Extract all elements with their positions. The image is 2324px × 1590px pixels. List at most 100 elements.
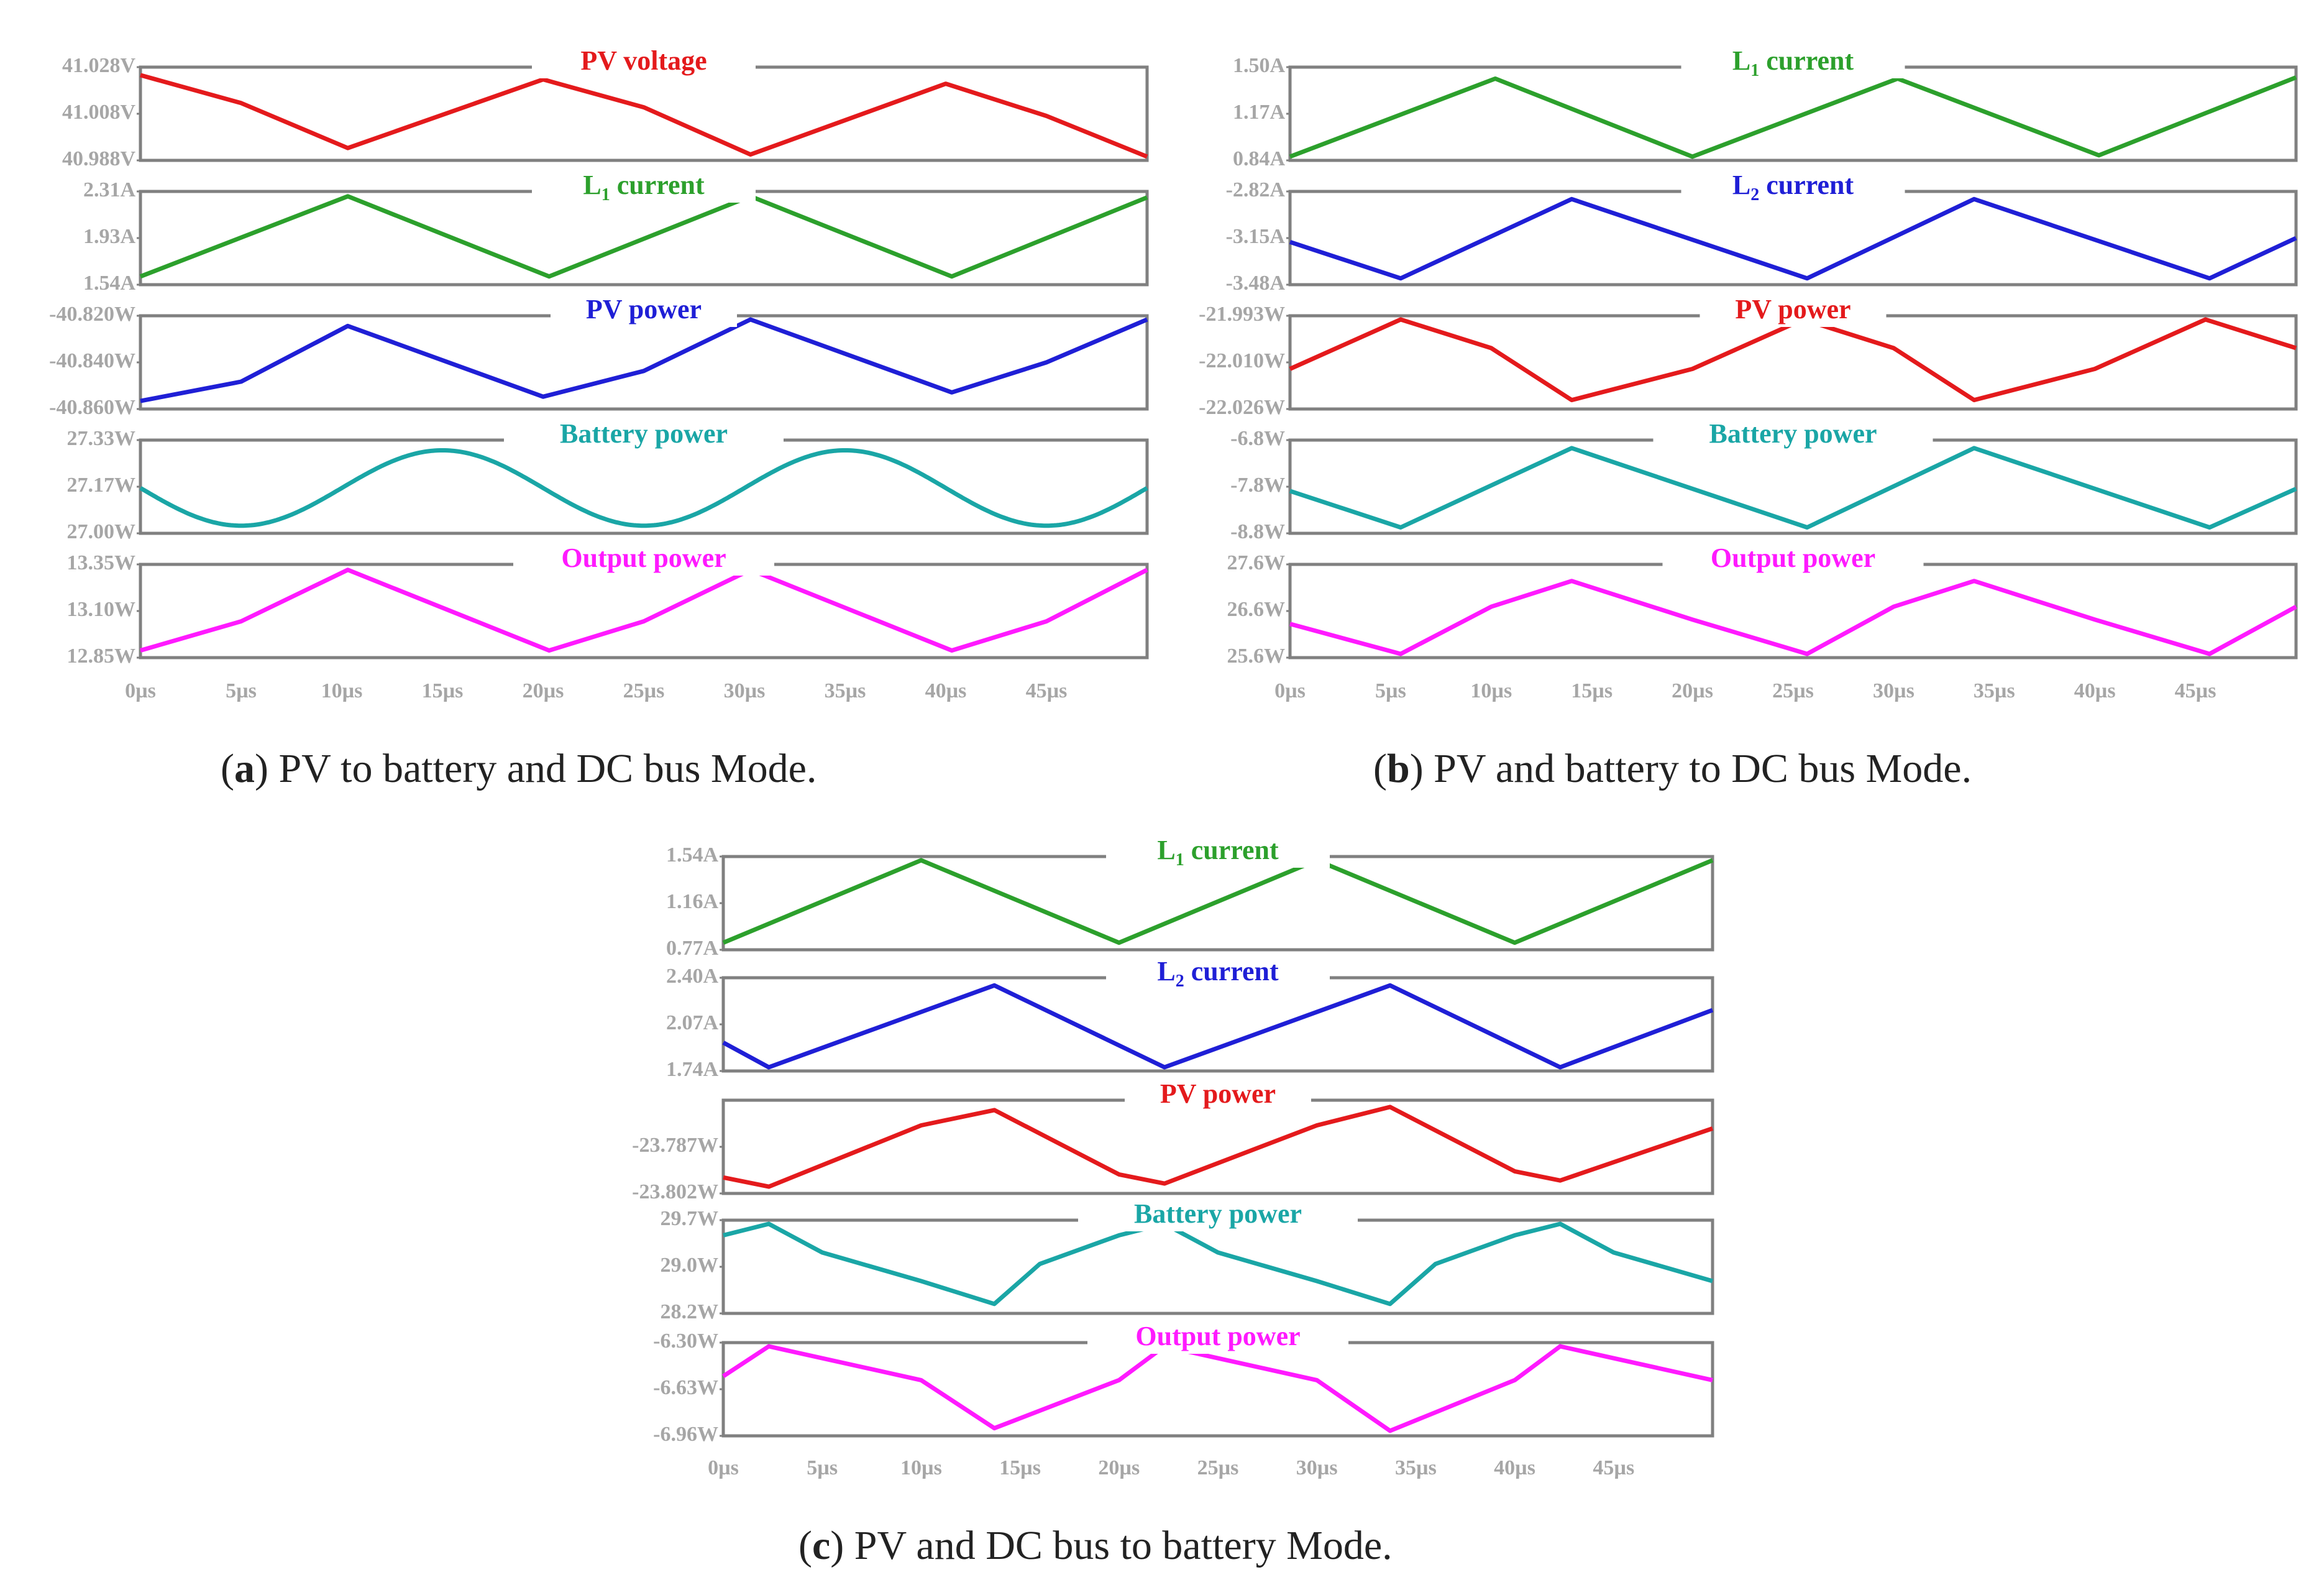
y-tick-label: 2.07A [666,1011,719,1034]
plot-frame [1290,440,2296,533]
x-tick-label: 5µs [807,1456,838,1479]
y-tick-label: 2.31A [83,178,136,201]
y-tick-label: -40.860W [49,396,135,419]
x-tick-label: 40µs [925,679,967,702]
panel-c-4: 29.7W 29.0W 28.2W Battery power [661,1198,1713,1323]
series-line [1290,199,2296,278]
panel-title: L1 current [1157,835,1279,870]
series-line [723,1107,1713,1187]
series-line [140,196,1147,277]
x-tick-label: 5µs [226,679,257,702]
panel-c-2: 2.40A 2.07A 1.74A L2 current [666,956,1713,1081]
panel-a-2: 2.31A 1.93A 1.54A L1 current [83,170,1147,295]
plot-frame [1290,564,2296,658]
y-tick-label: 2.40A [666,965,719,988]
x-tick-label: 35µs [825,679,866,702]
panel-b-3: -21.993W-22.010W-22.026WPV power [1199,294,2296,419]
y-tick-label: -6.63W [653,1376,718,1399]
x-tick-label: 30µs [724,679,766,702]
plot-frame [1290,191,2296,285]
panel-a-5: 13.35W13.10W12.85WOutput power [67,543,1148,668]
panel-title: PV voltage [580,45,707,76]
panel-c-5: -6.30W-6.63W-6.96WOutput power [653,1321,1713,1446]
series-line [723,1346,1713,1431]
y-tick-label: 40.988V [62,147,136,170]
x-tick-label: 30µs [1296,1456,1338,1479]
figure: 41.028V41.008V40.988VPV voltage2.31A1.93… [0,0,2324,1590]
x-tick-label: 25µs [1197,1456,1239,1479]
plot-frame [140,440,1147,533]
plot-frame [140,67,1147,160]
x-tick-label: 45µs [1026,679,1068,702]
y-tick-label: 29.7W [661,1207,719,1230]
y-tick-label: -6.8W [1230,427,1285,450]
panel-title: Output power [1711,543,1875,573]
x-tick-label: 40µs [2074,679,2116,702]
panel-b-5: 27.6W 26.6W 25.6W Output power [1227,543,2297,668]
x-tick-label: 10µs [900,1456,942,1479]
y-tick-label: -22.026W [1199,396,1285,419]
panel-title: Battery power [560,418,728,449]
y-tick-label: 0.84A [1233,147,1286,170]
chart-a: 41.028V41.008V40.988VPV voltage2.31A1.93… [49,45,1147,791]
x-tick-label: 0µs [708,1456,739,1479]
x-tick-label: 20µs [1098,1456,1140,1479]
series-line [1290,448,2296,528]
panel-title: PV power [1160,1078,1276,1109]
x-tick-label: 35µs [1395,1456,1437,1479]
y-tick-label: -3.15A [1226,225,1286,248]
panel-title: L1 current [583,170,705,204]
chart-c: 1.54A 1.16A 0.77A L1 current 2.40A 2.07A 1.74A… [632,835,1713,1568]
y-tick-label: 1.74A [666,1058,719,1081]
plot-frame [1290,316,2296,409]
x-tick-label: 15µs [1571,679,1613,702]
y-tick-label: 1.54A [83,272,136,295]
panel-c-3: -23.787W -23.802W PV power [632,1078,1713,1203]
y-tick-label: 27.00W [67,520,136,543]
y-tick-label: 1.54A [666,843,719,866]
series-line [1290,581,2296,654]
panel-title: Battery power [1134,1198,1302,1229]
y-tick-label: 1.93A [83,225,136,248]
series-line [140,319,1147,401]
y-tick-label: 28.2W [661,1300,719,1323]
panel-title: Output power [561,543,726,573]
caption: (b) PV and battery to DC bus Mode. [1373,746,1972,791]
panel-title: L2 current [1157,956,1279,991]
series-line [140,451,1147,526]
x-tick-label: 15µs [422,679,464,702]
x-tick-label: 20µs [1672,679,1713,702]
plot-frame [140,564,1147,658]
panel-b-1: 1.50A 1.17A 0.84A L1 current [1233,45,2296,170]
y-tick-label: 1.16A [666,890,719,913]
y-tick-label: 41.028V [62,54,136,77]
y-tick-label: 27.33W [67,427,136,450]
panel-title: L2 current [1732,170,1854,204]
x-tick-label: 30µs [1873,679,1915,702]
y-tick-label: 27.6W [1227,551,1286,574]
x-tick-label: 45µs [2175,679,2216,702]
x-tick-label: 5µs [1375,679,1406,702]
y-tick-label: -21.993W [1199,303,1285,326]
y-tick-label: 29.0W [661,1254,719,1277]
panel-c-1: 1.54A 1.16A 0.77A L1 current [666,835,1713,960]
plot-frame [140,316,1147,409]
panel-title: Battery power [1709,418,1877,449]
x-tick-label: 35µs [1974,679,2015,702]
y-tick-label: -23.787W [632,1134,718,1157]
x-tick-label: 25µs [1772,679,1814,702]
y-tick-label: -6.30W [653,1330,718,1353]
panel-title: PV power [586,294,702,324]
x-tick-label: 20µs [523,679,564,702]
y-tick-label: -7.8W [1230,474,1285,497]
panel-a-3: -40.820W -40.840W -40.860W PV power [49,294,1147,419]
series-line [723,860,1713,943]
x-tick-label: 0µs [1274,679,1306,702]
y-tick-label: -40.840W [49,349,135,372]
y-tick-label: 0.77A [666,937,719,960]
y-tick-label: 13.10W [67,598,136,621]
series-line [723,1224,1713,1304]
y-tick-label: 13.35W [67,551,136,574]
series-line [723,985,1713,1067]
y-tick-label: -2.82A [1226,178,1286,201]
